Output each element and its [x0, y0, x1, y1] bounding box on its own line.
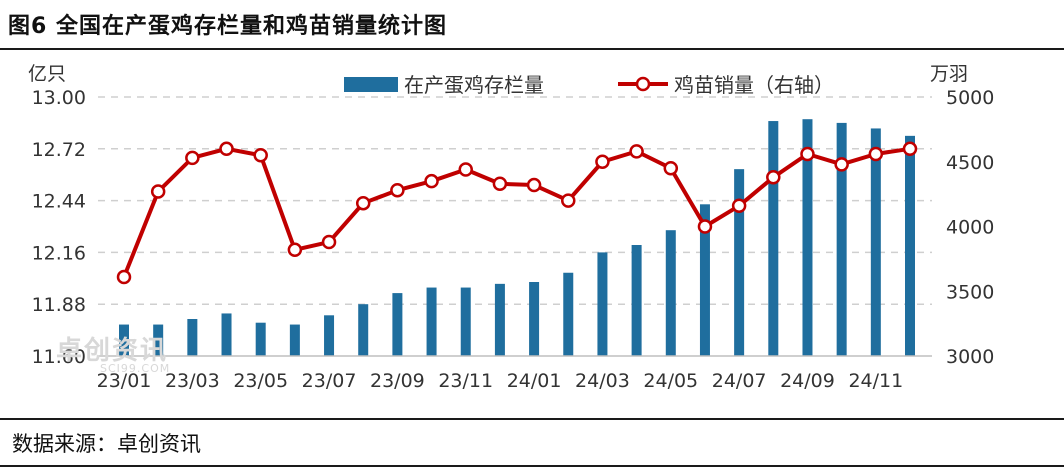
bar	[187, 319, 198, 356]
end-rule	[0, 465, 1064, 467]
legend-label-line: 鸡苗销量（右轴）	[674, 73, 834, 97]
watermark-url: SCI99.COM	[100, 362, 171, 375]
line-point	[868, 146, 884, 162]
right-tick-label: 3500	[946, 281, 994, 303]
bar	[768, 121, 779, 356]
x-tick-label: 24/09	[780, 370, 835, 392]
line-point	[321, 234, 337, 250]
line-point	[697, 219, 713, 234]
bar	[597, 252, 608, 356]
bar	[255, 322, 266, 356]
bar	[905, 135, 915, 356]
bar	[392, 293, 403, 356]
x-tick-label: 23/07	[302, 370, 357, 392]
line-point	[116, 269, 132, 285]
figure-title: 图6 全国在产蛋鸡存栏量和鸡苗销量统计图	[8, 14, 447, 39]
source-note: 数据来源：卓创资讯	[12, 432, 201, 456]
x-tick-label: 23/03	[165, 370, 220, 392]
line-point	[150, 184, 166, 199]
bottom-rule	[0, 418, 1064, 420]
left-tick-label: 11.60	[32, 346, 86, 368]
x-tick-label: 23/11	[438, 370, 493, 392]
line-point	[185, 150, 200, 166]
bar	[460, 287, 471, 356]
right-tick-label: 4500	[946, 152, 994, 174]
right-tick-label: 5000	[946, 87, 994, 109]
bar	[665, 230, 676, 356]
left-tick-label: 12.72	[32, 139, 86, 161]
x-tick-label: 24/07	[712, 370, 767, 392]
bar	[289, 324, 300, 356]
line-point	[561, 193, 576, 208]
line-point	[458, 162, 473, 177]
line-point	[902, 141, 918, 157]
right-tick-label: 3000	[946, 346, 994, 368]
chart-svg: 13.00 12.72 12.44 12.16 11.88 11.60 5000 4500 40…	[28, 63, 994, 392]
line-point	[219, 141, 234, 157]
line-point	[253, 148, 268, 163]
left-tick-label: 12.16	[32, 242, 86, 264]
bar	[358, 304, 369, 356]
line-point	[629, 144, 644, 159]
bar	[734, 169, 745, 356]
bar	[563, 272, 574, 356]
bar	[494, 283, 505, 356]
right-axis-unit: 万羽	[930, 63, 968, 85]
line-point	[390, 182, 405, 198]
x-tick-label: 24/03	[575, 370, 630, 392]
line-point	[595, 154, 610, 169]
line-point	[731, 198, 747, 214]
line-point	[800, 146, 815, 162]
line-point	[834, 157, 849, 172]
bar	[529, 282, 540, 356]
bar	[119, 324, 129, 356]
watermark-logo: 卓创资讯	[56, 336, 169, 366]
line-point	[287, 242, 303, 258]
legend-label-bar: 在产蛋鸡存栏量	[404, 73, 544, 97]
line-point	[492, 176, 508, 192]
legend-swatch-marker	[635, 76, 651, 92]
bar	[631, 245, 642, 356]
bar	[870, 128, 881, 356]
bar	[324, 315, 335, 356]
x-tick-label: 23/01	[97, 370, 152, 392]
bar	[153, 324, 164, 356]
bar	[802, 119, 813, 356]
bar	[221, 313, 232, 356]
x-tick-label: 24/01	[507, 370, 562, 392]
line-point	[424, 173, 439, 189]
left-tick-label: 11.88	[32, 294, 86, 316]
line-point	[663, 160, 679, 176]
left-tick-label: 13.00	[32, 87, 86, 109]
bar	[426, 287, 437, 356]
legend-swatch-bar	[344, 77, 398, 92]
line-point	[355, 195, 371, 211]
bar	[699, 204, 710, 356]
left-axis-unit: 亿只	[28, 63, 66, 85]
x-tick-label: 23/09	[370, 370, 425, 392]
right-tick-label: 4000	[946, 217, 994, 239]
x-tick-label: 24/05	[643, 370, 698, 392]
top-rule	[0, 48, 1064, 50]
left-tick-label: 12.44	[32, 191, 86, 213]
line-point	[766, 170, 781, 185]
bar	[836, 122, 847, 357]
x-tick-label: 23/05	[233, 370, 288, 392]
line-point	[526, 177, 542, 193]
line-series	[122, 146, 911, 278]
x-tick-label: 24/11	[848, 370, 903, 392]
